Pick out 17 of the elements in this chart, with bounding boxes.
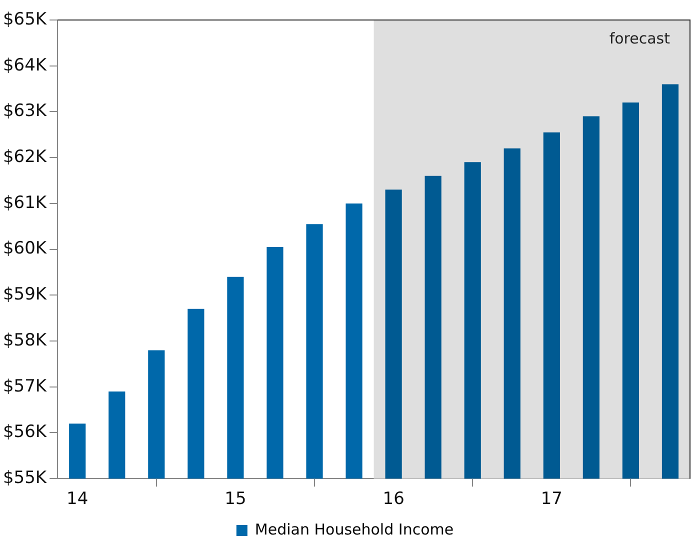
y-tick-label: $61K <box>2 192 48 213</box>
x-tick-label: 17 <box>540 489 562 510</box>
y-tick-label: $63K <box>2 101 48 122</box>
x-tick-label: 16 <box>382 489 404 510</box>
y-tick-label: $57K <box>2 376 48 396</box>
band-label: forecast <box>609 29 670 48</box>
x-tick-label: 15 <box>224 489 246 510</box>
y-tick-label: $60K <box>2 238 48 259</box>
y-tick-label: $59K <box>2 284 48 305</box>
x-tick-label: 14 <box>66 489 88 510</box>
y-tick-label: $56K <box>2 422 48 442</box>
y-tick-label: $62K <box>2 147 48 167</box>
y-tick-label: $64K <box>2 55 48 76</box>
legend-label: Median Household Income <box>254 520 454 538</box>
y-tick-label: $58K <box>2 330 48 350</box>
y-tick-label: $55K <box>2 468 48 488</box>
y-tick-label: $65K <box>2 9 48 30</box>
